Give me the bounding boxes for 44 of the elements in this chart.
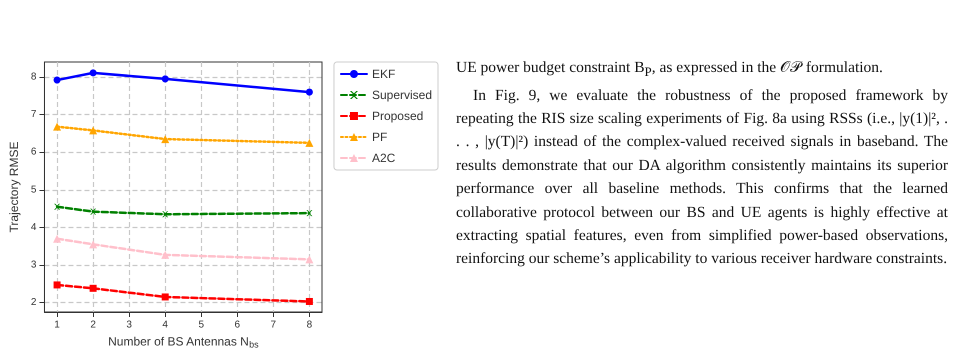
point — [53, 234, 62, 243]
point — [162, 75, 169, 82]
y-tick-label: 3 — [30, 260, 37, 271]
point — [90, 208, 96, 215]
point — [161, 135, 170, 144]
text: In Fig. 9, we evaluate the robustness of the proposed framework by repeating the RIS size scaling experiments of Fig. 8a using RSSs (i.e., |y(1)|², . . . , |y(T)|²) instead of the complex-valued received signals in baseband. The results demonstrate that our DA algorithm consistently maintains its superior performance over all baseline methods. This confirms that the learned collaborative protocol between our BS and UE agents is highly effective at extracting spatial features, even from simplified power-based observations, reinforcing our scheme’s applicability to various receiver hardware constraints. — [456, 86, 948, 270]
point — [306, 210, 312, 216]
x-tick-label: 1 — [54, 320, 60, 330]
point — [53, 122, 62, 131]
y-tick-label: 5 — [30, 184, 37, 196]
point — [306, 298, 313, 305]
legend-label: PF — [372, 130, 388, 144]
legend-label: A2C — [372, 151, 396, 165]
x-tick-label: 8 — [306, 320, 313, 330]
legend-label: Proposed — [372, 109, 424, 123]
y-tick-label: 4 — [30, 222, 37, 233]
point — [305, 255, 314, 264]
x-tick-label: 5 — [198, 320, 204, 330]
point — [162, 293, 169, 300]
point — [90, 284, 97, 292]
x-tick-label: 4 — [162, 320, 168, 330]
legend-label: EKF — [372, 67, 396, 81]
text: UE power budget constraint B$_{P}$, as expressed in the 𝒪𝒫 formulation. — [456, 58, 884, 82]
point — [306, 88, 313, 96]
x-tick-label: 3 — [126, 320, 132, 330]
point — [54, 204, 60, 210]
point — [162, 211, 168, 218]
point — [90, 69, 97, 76]
x-tick-label: 2 — [90, 320, 96, 330]
point — [54, 76, 61, 84]
y-tick-label: 6 — [30, 146, 37, 158]
y-axis-title: Trajectory RMSE — [7, 142, 21, 232]
point — [305, 138, 314, 147]
y-tick-label: 2 — [30, 297, 37, 308]
point — [161, 250, 170, 259]
legend-label: Supervised — [372, 88, 432, 102]
point — [54, 281, 61, 288]
x-tick-label: 6 — [234, 320, 241, 330]
point — [89, 126, 98, 134]
y-tick-label: 7 — [30, 109, 37, 120]
line-series — [54, 204, 312, 218]
point — [89, 240, 98, 248]
y-tick-label: 8 — [30, 72, 37, 83]
x-tick-label: 7 — [270, 320, 277, 330]
